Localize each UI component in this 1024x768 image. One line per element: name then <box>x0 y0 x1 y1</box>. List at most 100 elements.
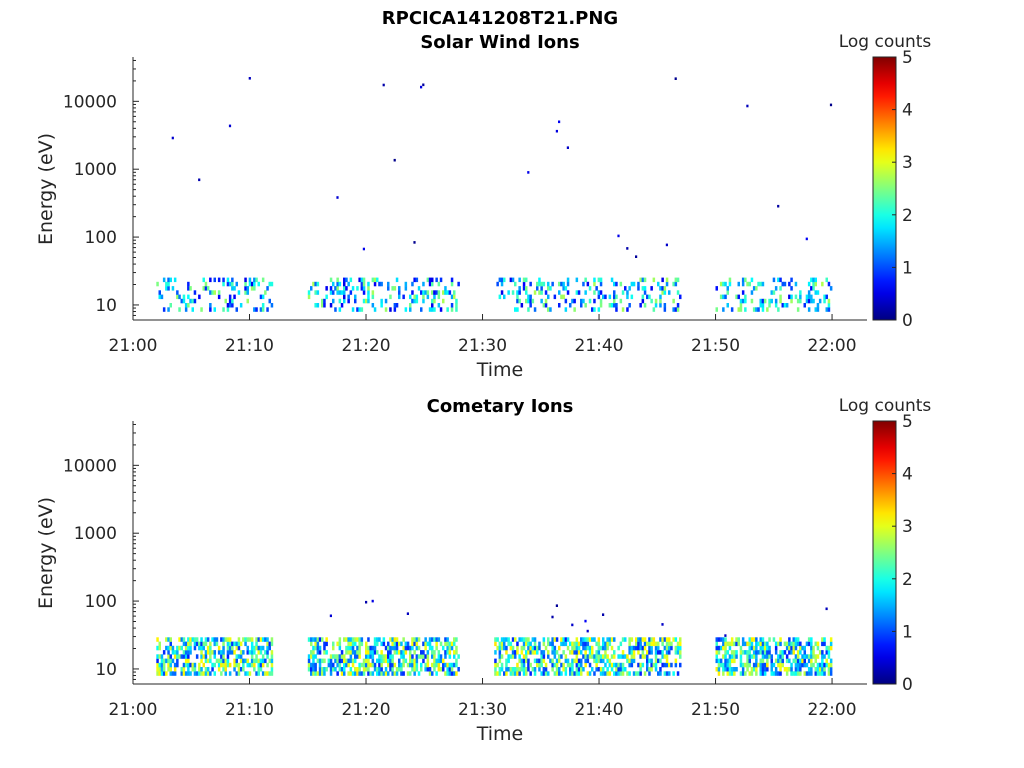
spectrogram-cell <box>496 281 499 287</box>
spectrogram-cell <box>599 645 603 651</box>
spectrogram-cell <box>746 641 749 647</box>
spectrogram-cell <box>200 637 203 642</box>
spectrogram-cell <box>663 303 667 308</box>
spectrogram-cell <box>411 641 414 647</box>
spectrogram-cell <box>810 654 813 659</box>
spectrogram-cell <box>774 286 778 291</box>
spectrogram-cell <box>246 658 249 664</box>
spectrogram-cell <box>748 641 751 647</box>
spectrogram-cell <box>235 645 238 651</box>
spectrogram-cell <box>382 637 386 642</box>
spectrogram-cell <box>389 654 392 659</box>
spectrogram-cell <box>442 667 445 672</box>
spectrogram-cell <box>391 662 394 668</box>
spectrogram-cell <box>551 658 554 664</box>
spectrogram-cell <box>255 307 258 312</box>
spectrogram-cell <box>264 650 267 655</box>
spectrogram-cell <box>226 650 230 655</box>
spectrogram-cell <box>413 637 416 642</box>
spectrogram-cell <box>314 662 317 668</box>
spectrogram-cell <box>209 671 212 676</box>
spectrogram-cell <box>228 294 232 300</box>
spectrogram-cell <box>569 641 572 647</box>
spectrogram-cell <box>750 671 754 676</box>
spectrogram-cell <box>213 671 216 676</box>
spectrogram-cell <box>752 286 756 291</box>
spectrogram-cell <box>259 658 263 664</box>
spectrogram-cell <box>632 671 636 676</box>
spectrogram-cell <box>794 662 798 668</box>
spectrogram-cell <box>752 662 756 668</box>
spectrogram-cell <box>748 281 751 287</box>
spectrogram-cell <box>812 662 815 668</box>
spectrogram-cell <box>796 658 800 664</box>
spectrogram-cell <box>518 667 521 672</box>
spectrogram-cell <box>404 650 408 655</box>
spectrogram-cell <box>628 650 631 655</box>
spectrogram-cell <box>253 277 256 283</box>
spectrogram-cell <box>246 290 249 295</box>
spectrogram-cell <box>171 658 175 664</box>
spectrogram-cell <box>763 662 767 668</box>
spectrogram-cell <box>652 637 656 642</box>
spectrogram-cell <box>446 637 449 642</box>
spectrogram-cell <box>569 662 572 668</box>
spectrogram-cell <box>643 286 647 291</box>
spectrogram-cell <box>222 667 225 672</box>
spectrogram-cell <box>431 290 434 295</box>
spectrogram-cell <box>584 277 587 283</box>
spectrogram-point <box>393 158 396 162</box>
spectrogram-cell <box>176 645 179 651</box>
spectrogram-cell <box>198 641 201 647</box>
spectrogram-cell <box>724 281 727 287</box>
spectrogram-cell <box>387 650 390 655</box>
spectrogram-cell <box>679 650 682 655</box>
spectrogram-cell <box>665 645 669 651</box>
spectrogram-cell <box>233 650 236 655</box>
spectrogram-cell <box>498 641 502 647</box>
spectrogram-cell <box>818 650 822 655</box>
spectrogram-cell <box>575 645 579 651</box>
spectrogram-cell <box>646 662 649 668</box>
spectrogram-cell <box>382 658 386 664</box>
spectrogram-cell <box>755 307 758 312</box>
spectrogram-cell <box>244 277 247 283</box>
spectrogram-cell <box>242 658 245 664</box>
spectrogram-cell <box>577 641 581 647</box>
spectrogram-cell <box>564 286 568 291</box>
spectrogram-cell <box>420 667 423 672</box>
spectrogram-cell <box>446 307 449 312</box>
spectrogram-cell <box>457 654 460 659</box>
spectrogram-cell <box>393 662 397 668</box>
spectrogram-cell <box>336 290 339 295</box>
spectrogram-cell <box>268 281 271 287</box>
spectrogram-cell <box>812 650 815 655</box>
spectrogram-cell <box>209 290 212 295</box>
spectrogram-cell <box>365 662 368 668</box>
spectrogram-cell <box>387 286 390 291</box>
spectrogram-cell <box>393 303 397 308</box>
spectrogram-cell <box>312 654 315 659</box>
spectrogram-cell <box>630 281 634 287</box>
spectrogram-cell <box>270 667 274 672</box>
spectrogram-cell <box>257 667 260 672</box>
spectrogram-cell <box>356 671 359 676</box>
spectrogram-cell <box>505 658 508 664</box>
spectrogram-cell <box>389 637 392 642</box>
spectrogram-cell <box>318 662 322 668</box>
x-tick-label: 21:20 <box>342 700 391 720</box>
spectrogram-cell <box>500 281 504 287</box>
spectrogram-cell <box>790 650 793 655</box>
colorbar-tick-label: 0 <box>902 311 913 331</box>
spectrogram-cell <box>413 671 416 676</box>
spectrogram-cell <box>248 281 252 287</box>
spectrogram-cell <box>522 637 526 642</box>
spectrogram-cell <box>270 281 274 287</box>
spectrogram-cell <box>615 281 618 287</box>
spectrogram-cell <box>807 290 811 295</box>
spectrogram-cell <box>415 277 419 283</box>
spectrogram-cell <box>204 637 208 642</box>
spectrogram-cell <box>439 658 443 664</box>
spectrogram-cell <box>613 290 616 295</box>
spectrogram-cell <box>794 281 798 287</box>
